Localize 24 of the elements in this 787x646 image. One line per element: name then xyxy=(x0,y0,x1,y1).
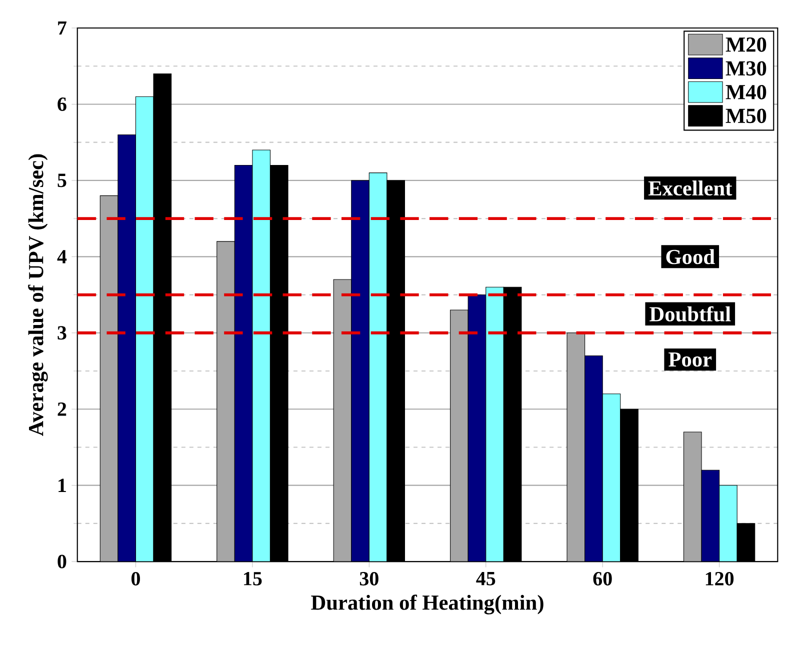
legend-label: M20 xyxy=(726,38,766,52)
legend-label: M30 xyxy=(726,61,766,76)
x-axis-title: Duration of Heating(min) xyxy=(311,594,544,615)
y-tick-label: 4 xyxy=(57,250,67,264)
y-tick-label: 1 xyxy=(58,478,66,492)
legend-label: M40 xyxy=(726,85,766,100)
y-tick-label: 7 xyxy=(58,22,66,35)
y-tick-label: 3 xyxy=(58,326,66,340)
x-tick-label: 0 xyxy=(131,572,140,586)
x-tick-label: 120 xyxy=(706,572,734,586)
y-tick-label: 2 xyxy=(58,402,66,416)
annotation: Good xyxy=(666,249,715,264)
x-tick-label: 30 xyxy=(360,572,378,586)
y-tick-label: 0 xyxy=(58,555,66,569)
legend-label: M50 xyxy=(726,108,766,124)
y-tick-label: 6 xyxy=(58,98,66,112)
annotation: Poor xyxy=(668,352,712,367)
x-tick-label: 60 xyxy=(593,572,612,586)
x-tick-label: 15 xyxy=(244,572,262,586)
annotation: Excellent xyxy=(648,180,732,196)
y-tick-label: 5 xyxy=(58,174,66,188)
x-tick-label: 45 xyxy=(476,572,496,586)
y-axis-title: Average value of UPV (km/sec) xyxy=(28,154,48,436)
annotation: Doubtful xyxy=(650,306,731,322)
